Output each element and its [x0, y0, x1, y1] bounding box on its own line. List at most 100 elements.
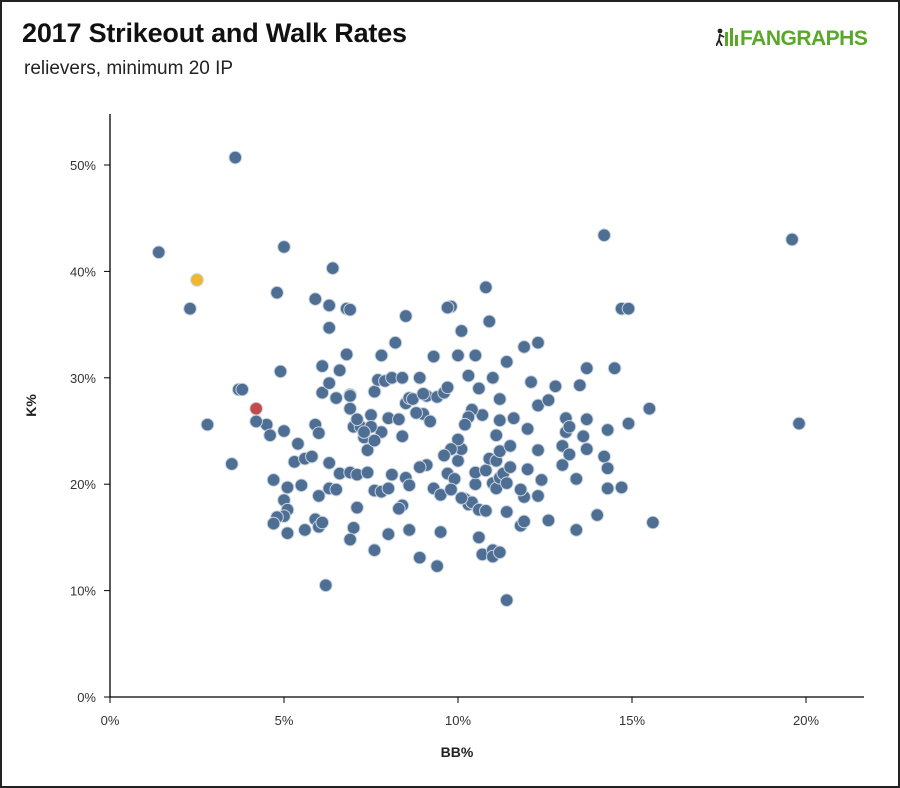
chart-title: 2017 Strikeout and Walk Rates	[22, 18, 407, 48]
highlighted-data-point	[249, 401, 263, 416]
data-point	[416, 386, 431, 401]
data-point	[555, 458, 570, 472]
y-tick-label: 30%	[70, 371, 96, 386]
data-point	[412, 550, 427, 565]
data-point	[291, 436, 305, 451]
data-point	[308, 292, 323, 306]
fangraphs-logo: FANGRAPHS	[715, 26, 868, 52]
data-point	[468, 348, 483, 363]
data-point	[468, 477, 483, 492]
data-point	[531, 443, 545, 457]
data-point	[607, 361, 622, 376]
data-point	[200, 417, 215, 432]
data-point	[440, 380, 455, 395]
data-point	[228, 150, 243, 165]
data-point	[412, 371, 427, 385]
data-point	[792, 416, 806, 431]
data-point	[277, 240, 291, 254]
x-tick-label: 15%	[619, 713, 645, 728]
data-point	[621, 416, 636, 431]
data-point	[312, 426, 326, 440]
data-point	[325, 261, 340, 276]
data-point	[367, 384, 382, 399]
data-point	[785, 232, 799, 247]
highlighted-data-point	[190, 273, 204, 287]
data-point	[235, 382, 250, 397]
x-tick-label: 20%	[793, 713, 819, 728]
data-point	[367, 543, 382, 557]
data-point	[454, 491, 469, 505]
x-tick-label: 0%	[101, 713, 120, 728]
data-point	[395, 371, 410, 385]
data-point	[225, 457, 239, 471]
data-point	[451, 348, 465, 363]
data-point	[322, 456, 337, 470]
data-point	[506, 411, 521, 426]
data-point	[357, 425, 371, 439]
data-point	[548, 379, 563, 394]
data-point	[451, 432, 465, 447]
data-point	[458, 417, 472, 432]
data-point	[600, 481, 615, 496]
data-point	[395, 429, 410, 444]
y-tick-label: 50%	[70, 158, 96, 173]
data-point	[423, 414, 437, 429]
data-point	[444, 482, 458, 497]
data-point	[499, 505, 514, 519]
data-point	[364, 408, 378, 422]
data-point	[486, 371, 500, 385]
data-point	[343, 302, 357, 317]
data-point	[402, 523, 417, 537]
data-point	[579, 442, 594, 456]
data-point	[503, 460, 518, 474]
data-point	[562, 447, 577, 462]
data-point	[266, 516, 281, 531]
data-point	[270, 285, 284, 300]
chart-subtitle: relievers, minimum 20 IP	[24, 58, 234, 79]
data-point	[346, 521, 361, 535]
x-tick-label: 10%	[445, 713, 471, 728]
data-point	[517, 514, 531, 529]
data-point	[576, 429, 591, 444]
data-point	[621, 301, 636, 316]
data-point	[520, 422, 535, 436]
data-point	[412, 460, 427, 474]
data-point	[513, 482, 528, 497]
fangraphs-logo-icon	[715, 26, 738, 52]
y-axis-title: K%	[23, 394, 39, 417]
x-tick-label: 5%	[275, 713, 294, 728]
data-point	[534, 473, 549, 487]
data-point	[590, 508, 605, 522]
y-tick-label: 40%	[70, 264, 96, 279]
data-point	[280, 480, 295, 495]
data-point	[597, 449, 611, 464]
data-point	[541, 513, 556, 528]
data-point	[350, 412, 364, 427]
data-point	[183, 301, 197, 316]
data-point	[579, 361, 594, 376]
data-point	[503, 439, 518, 453]
data-point	[642, 401, 657, 416]
y-tick-label: 20%	[70, 477, 96, 492]
data-point	[273, 364, 288, 379]
data-point	[482, 314, 497, 329]
data-point	[573, 378, 587, 393]
data-point	[479, 504, 493, 518]
data-point	[569, 523, 584, 537]
data-point	[562, 419, 577, 434]
data-point	[360, 465, 375, 480]
data-point	[479, 280, 493, 295]
data-point	[440, 300, 455, 315]
data-point	[454, 324, 469, 338]
data-point	[569, 472, 584, 486]
data-point	[479, 463, 493, 478]
data-point	[367, 433, 382, 448]
y-tick-label: 0%	[77, 690, 96, 705]
data-point	[388, 335, 403, 350]
data-point	[472, 381, 486, 396]
data-point	[499, 355, 514, 369]
data-point	[322, 298, 337, 313]
data-point	[600, 423, 615, 437]
data-point	[322, 376, 337, 390]
data-point	[277, 424, 291, 438]
